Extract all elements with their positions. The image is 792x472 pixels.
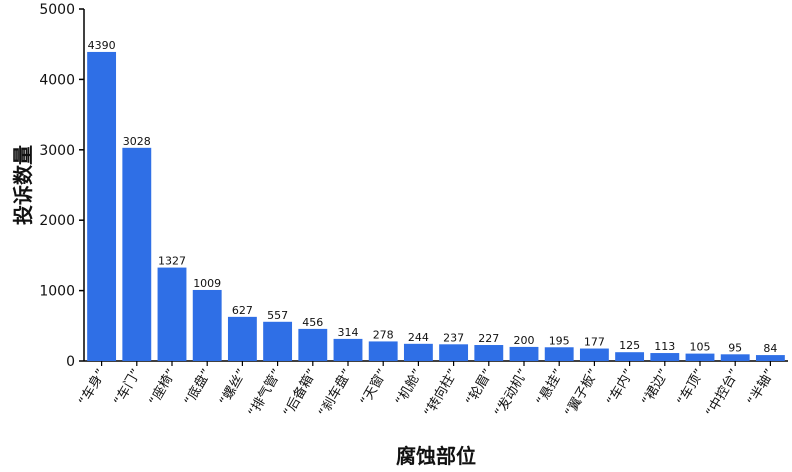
bar-value-label: 105 (690, 341, 711, 354)
bars (87, 51, 785, 361)
bar (192, 289, 222, 361)
bar-value-label: 456 (302, 316, 323, 329)
bar (685, 353, 715, 361)
x-axis-title: 腐蚀部位 (396, 444, 476, 468)
bar-value-label: 627 (232, 304, 253, 317)
y-tick-label: 1000 (39, 284, 75, 300)
bar-value-label: 113 (654, 340, 675, 353)
data-labels: 4390 3028 1327 1009 627 557 456 314 278 244 237 227… (88, 39, 778, 355)
bar (650, 353, 680, 361)
bar-value-label: 1009 (193, 277, 221, 290)
y-axis-title: 投诉数量 (11, 145, 35, 225)
bar-value-label: 95 (728, 341, 742, 354)
bar-value-label: 244 (408, 331, 429, 344)
x-category-label: “后备箱” (280, 366, 320, 419)
x-category-label: “刹车盘” (315, 366, 355, 419)
bar (333, 338, 363, 361)
x-category-label: “座椅” (147, 367, 180, 409)
y-axis-ticks: 0 1000 2000 3000 4000 5000 (39, 2, 84, 370)
x-category-label: “翼子板” (563, 367, 602, 420)
bar (544, 347, 574, 361)
category-labels: “车身” “车门” “座椅” “底盘” “螺丝”“排气管”“后备箱”“刹车盘” “天窗” “… (75, 361, 778, 420)
x-category-label: “发动机” (491, 366, 531, 419)
x-category-label: “底盘” (181, 366, 215, 408)
bar-value-label: 237 (443, 331, 464, 344)
x-category-label: “悬挂” (534, 367, 567, 409)
bar-value-label: 278 (373, 328, 394, 341)
x-category-label: “车顶” (674, 366, 708, 408)
bar (615, 352, 645, 361)
x-category-label: “车门” (111, 366, 145, 408)
x-category-label: “排气管” (245, 366, 285, 419)
y-tick-label: 3000 (39, 143, 75, 159)
bar (720, 354, 750, 361)
bar (755, 355, 785, 361)
bar (298, 328, 328, 361)
y-tick-label: 0 (66, 354, 75, 370)
bar-value-label: 227 (478, 332, 499, 345)
bar (474, 345, 504, 361)
bar (122, 147, 152, 361)
bar-value-label: 195 (549, 334, 570, 347)
bar-value-label: 3028 (123, 135, 151, 148)
bar-value-label: 1327 (158, 255, 186, 268)
bar-value-label: 4390 (88, 39, 116, 52)
bar (509, 346, 539, 361)
x-category-label: “车身” (75, 366, 109, 408)
y-tick-label: 5000 (39, 2, 75, 18)
bar (579, 348, 609, 361)
x-category-label: “机舱” (393, 367, 426, 409)
bar-value-label: 177 (584, 336, 605, 349)
bar (368, 341, 398, 361)
x-category-label: “中控台” (703, 367, 742, 420)
bar-value-label: 84 (763, 342, 777, 355)
x-category-label: “半轴” (745, 367, 778, 409)
x-category-label: “轮眉” (464, 367, 497, 409)
bar-value-label: 125 (619, 339, 640, 352)
x-category-label: “螺丝” (217, 367, 250, 409)
bar (439, 344, 469, 361)
bar (263, 321, 293, 361)
bar-value-label: 557 (267, 309, 288, 322)
bar-value-label: 314 (338, 326, 359, 339)
y-tick-label: 2000 (39, 213, 75, 229)
x-category-label: “转向柱” (421, 366, 461, 419)
bar (403, 343, 433, 361)
x-category-label: “天窗” (357, 366, 391, 408)
x-category-label: “裙边” (640, 367, 673, 409)
x-category-label: “车内” (603, 366, 637, 408)
bar (157, 267, 187, 361)
bar (227, 316, 257, 361)
bar-value-label: 200 (514, 334, 535, 347)
bar (87, 51, 117, 361)
y-tick-label: 4000 (39, 72, 75, 88)
